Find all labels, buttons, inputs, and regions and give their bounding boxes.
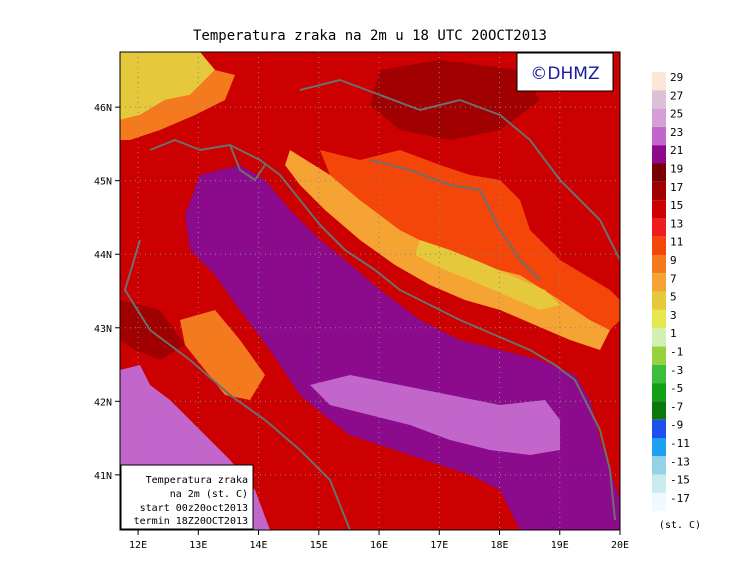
legend-swatch [652,200,666,219]
legend-swatch [652,401,666,420]
info-box [120,464,254,530]
legend-swatch [652,364,666,384]
southern-warm-sea [310,375,560,455]
istria-outline [229,144,266,181]
y-tick-label: 42N [94,397,112,408]
legend-swatch [652,419,666,438]
legend-label: -15 [670,474,690,487]
legend-label: 15 [670,199,683,212]
legend-label: -9 [670,419,683,432]
info-line-4: termin 18Z20OCT2013 [134,516,248,527]
x-tick-label: 14E [250,540,268,551]
legend-label: 5 [670,291,677,304]
legend-swatch [652,72,666,91]
info-line-1: Temperatura zraka [146,475,248,486]
x-tick-label: 12E [129,540,147,551]
legend-label: -7 [670,400,683,413]
map-area: ©DHMZ Temperatura zraka na 2m (st. C) st… [119,51,621,531]
map-frame [119,51,621,531]
legend-swatch [652,474,666,493]
po-plain-orange-zone [120,70,235,140]
x-tick-label: 20E [611,540,629,551]
legend-label: 29 [670,71,683,84]
legend-swatch [652,346,666,365]
north-dark-zone [370,60,540,140]
croatian-coastline [149,139,616,521]
legend-label: 19 [670,163,683,176]
x-tick-label: 15E [310,540,328,551]
legend-label: 17 [670,181,683,194]
info-line-3: start 00z20oct2013 [140,503,248,514]
map-title: Temperatura zraka na 2m u 18 UTC 20OCT20… [193,28,547,44]
legend-swatch [652,383,666,402]
legend-swatch [652,456,666,475]
dinaric-orange-band [320,150,620,330]
legend-label: 13 [670,217,683,230]
legend-swatch [652,218,666,237]
legend-label: 21 [670,144,683,157]
x-tick-label: 18E [490,540,508,551]
border-inland [369,159,541,281]
legend-label: 9 [670,254,677,267]
watermark-text: ©DHMZ [530,64,599,84]
legend-label: 1 [670,327,677,340]
legend-swatch [652,492,666,512]
italy-orange-patch [180,310,265,400]
y-tick-label: 44N [94,250,112,261]
color-legend: 29 27 25 23 21 19 17 15 13 11 9 7 5 3 1 -1 -3 -5 -7 -9 -11 -1… [652,71,690,512]
y-tick-label: 41N [94,471,112,482]
x-tick-label: 16E [370,540,388,551]
legend-swatch [652,236,666,255]
legend-label: -1 [670,346,683,359]
legend-label: 25 [670,108,683,121]
y-axis-ticks: 46N 45N 44N 43N 42N 41N [94,103,120,482]
legend-label: -13 [670,455,690,468]
legend-swatch [652,145,666,164]
legend-swatch [652,126,666,146]
x-tick-label: 17E [430,540,448,551]
y-tick-label: 46N [94,103,112,114]
legend-swatch [652,328,666,347]
legend-label: -17 [670,492,690,505]
italian-coastline [124,239,351,531]
legend-label: 3 [670,309,677,322]
watermark-box [516,52,614,92]
x-tick-label: 13E [189,540,207,551]
legend-label: -3 [670,364,683,377]
legend-swatch [652,438,666,457]
po-plain-warm-zone [120,52,215,120]
info-line-2: na 2m (st. C) [170,489,248,500]
legend-swatch [652,309,666,329]
legend-label: -5 [670,382,683,395]
legend-swatch [652,181,666,201]
x-axis-ticks: 12E 13E 14E 15E 16E 17E 18E 19E 20E [129,530,629,551]
legend-swatch [652,273,666,292]
legend-label: 11 [670,236,683,249]
y-tick-label: 43N [94,324,112,335]
legend-unit: (st. C) [659,520,701,531]
legend-label: -11 [670,437,690,450]
legend-swatch [652,163,666,182]
legend-swatch [652,291,666,310]
graticule [120,52,620,530]
y-tick-label: 45N [94,177,112,188]
legend-swatch [652,90,666,109]
x-tick-label: 19E [551,540,569,551]
legend-label: 27 [670,89,683,102]
legend-swatch [652,255,666,274]
legend-label: 7 [670,272,677,285]
legend-label: 23 [670,126,683,139]
legend-swatch [652,108,666,127]
dinaric-yellow-core [415,240,560,310]
